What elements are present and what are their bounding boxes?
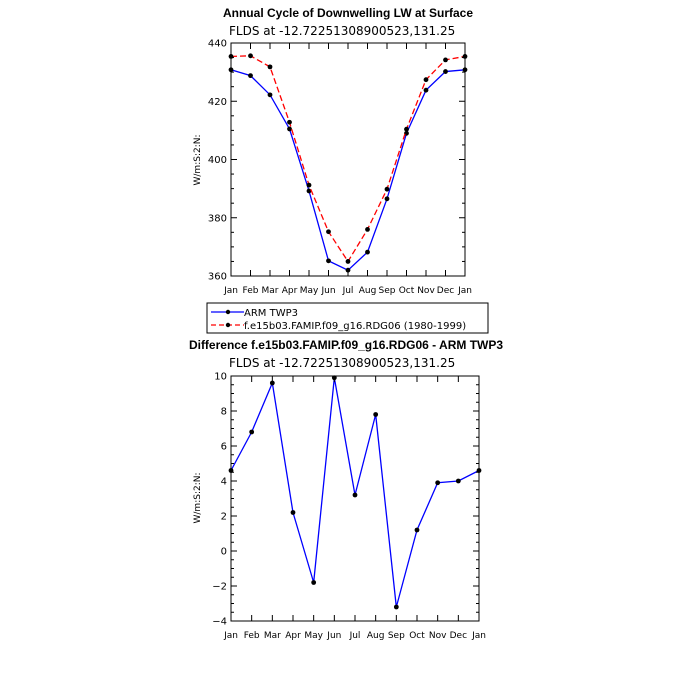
top-series-1-point <box>267 64 273 70</box>
bottom-y-tick-label: 4 <box>221 477 227 488</box>
bottom-series-0-point <box>228 468 234 473</box>
top-chart-title: Annual Cycle of Downwelling LW at Surfac… <box>223 6 473 20</box>
top-series-0-point <box>365 249 370 255</box>
top-x-tick-label: Jan <box>457 286 472 296</box>
top-series-1-point <box>248 53 253 59</box>
top-series-0-point <box>443 69 448 74</box>
bottom-x-tick-label: Jul <box>349 631 361 641</box>
top-series-0-point <box>423 87 429 93</box>
bottom-x-tick-label: Jan <box>471 631 486 641</box>
top-plot-frame <box>230 42 466 277</box>
bottom-y-axis-label: W/m:S:2:N: <box>193 473 203 524</box>
top-x-tick-label: Oct <box>399 286 415 296</box>
bottom-x-tick-label: Mar <box>264 631 281 641</box>
top-series-1-point <box>443 57 448 63</box>
top-series-1-point <box>345 259 351 264</box>
bottom-y-tick-label: −2 <box>212 582 227 593</box>
top-y-axis-label: W/m:S:2:N: <box>193 135 203 186</box>
bottom-x-tick-label: Oct <box>409 631 425 641</box>
bottom-x-tick-label: Jun <box>326 631 341 641</box>
top-series-line-0 <box>230 69 466 271</box>
bottom-y-tick-label: 2 <box>221 512 227 523</box>
bottom-x-tick-label: Apr <box>285 631 301 641</box>
top-x-tick-label: Dec <box>437 286 454 296</box>
top-series-0-point <box>267 92 273 98</box>
top-series-1-point <box>423 77 429 83</box>
legend-marker-arm <box>225 309 231 315</box>
bottom-y-tick-label: 10 <box>214 372 227 383</box>
bottom-x-tick-label: Dec <box>450 631 467 641</box>
bottom-chart-subtitle: FLDS at -12.72251308900523,131.25 <box>229 356 455 370</box>
top-y-tick-label: 400 <box>208 155 227 166</box>
top-x-tick-label: Feb <box>243 286 259 296</box>
bottom-y-tick-label: 0 <box>221 547 227 558</box>
top-series-0-point <box>248 73 253 79</box>
top-series-1-point <box>228 53 234 59</box>
top-series-0-point <box>326 258 331 264</box>
legend-box <box>206 302 489 334</box>
bottom-series-line-0 <box>230 377 480 608</box>
top-series-1-point <box>287 119 292 125</box>
top-x-tick-label: Mar <box>262 286 279 296</box>
top-series-1-point <box>404 126 409 132</box>
top-series-0-point <box>384 196 390 202</box>
top-series-1-point <box>384 186 390 192</box>
bottom-y-tick-label: −4 <box>212 617 227 628</box>
legend: ARM TWP3 f.e15b03.FAMIP.f09_g16.RDG06 (1… <box>206 302 489 334</box>
top-series-1-point <box>365 227 370 232</box>
bottom-series-0-point <box>414 527 420 533</box>
bottom-x-tick-label: Sep <box>388 631 405 641</box>
bottom-x-tick-label: May <box>304 631 323 641</box>
bottom-series-0-point <box>269 380 275 386</box>
top-y-tick-label: 360 <box>208 272 227 283</box>
top-series-0-point <box>306 188 312 194</box>
top-x-tick-label: Jan <box>223 286 238 296</box>
top-x-tick-label: Apr <box>282 286 298 296</box>
top-x-tick-label: Aug <box>359 286 377 296</box>
top-series-0-point <box>228 67 234 73</box>
top-series-1-point <box>306 182 312 188</box>
top-x-tick-label: Nov <box>417 286 435 296</box>
top-series-1-point <box>326 229 331 235</box>
bottom-series-0-point <box>290 510 296 515</box>
top-x-tick-label: Jun <box>320 286 335 296</box>
top-chart-subtitle: FLDS at -12.72251308900523,131.25 <box>229 24 455 38</box>
bottom-y-tick-label: 6 <box>221 442 227 453</box>
bottom-x-tick-label: Aug <box>367 631 385 641</box>
top-series-0-point <box>287 126 292 132</box>
top-series-0-point <box>462 67 468 73</box>
top-y-tick-label: 440 <box>208 39 227 50</box>
bottom-x-tick-label: Nov <box>429 631 447 641</box>
top-y-tick-label: 420 <box>208 97 227 108</box>
bottom-series-0-point <box>476 468 482 473</box>
bottom-series-0-point <box>249 429 255 435</box>
bottom-series-0-point <box>435 480 441 486</box>
bottom-series-0-point <box>455 478 461 484</box>
bottom-panel: Difference f.e15b03.FAMIP.f09_g16.RDG06 … <box>189 338 503 641</box>
top-x-tick-label: Jul <box>342 286 354 296</box>
legend-label-model: f.e15b03.FAMIP.f09_g16.RDG06 (1980-1999) <box>244 321 466 332</box>
top-y-tick-label: 380 <box>208 213 227 224</box>
bottom-y-tick-label: 8 <box>221 407 227 418</box>
bottom-series-0-point <box>311 580 317 585</box>
legend-label-arm: ARM TWP3 <box>244 308 298 319</box>
top-panel: Annual Cycle of Downwelling LW at Surfac… <box>193 6 473 296</box>
top-series-1-point <box>462 53 468 59</box>
legend-marker-model <box>225 322 231 328</box>
bottom-series-0-point <box>373 412 379 417</box>
bottom-series-0-point <box>393 604 399 610</box>
top-x-tick-label: Sep <box>379 286 396 296</box>
bottom-x-tick-label: Jan <box>223 631 238 641</box>
bottom-series-0-point <box>352 492 358 498</box>
bottom-plot-frame <box>230 375 480 622</box>
top-x-tick-label: May <box>300 286 319 296</box>
bottom-chart-title: Difference f.e15b03.FAMIP.f09_g16.RDG06 … <box>189 338 503 352</box>
bottom-x-tick-label: Feb <box>244 631 260 641</box>
